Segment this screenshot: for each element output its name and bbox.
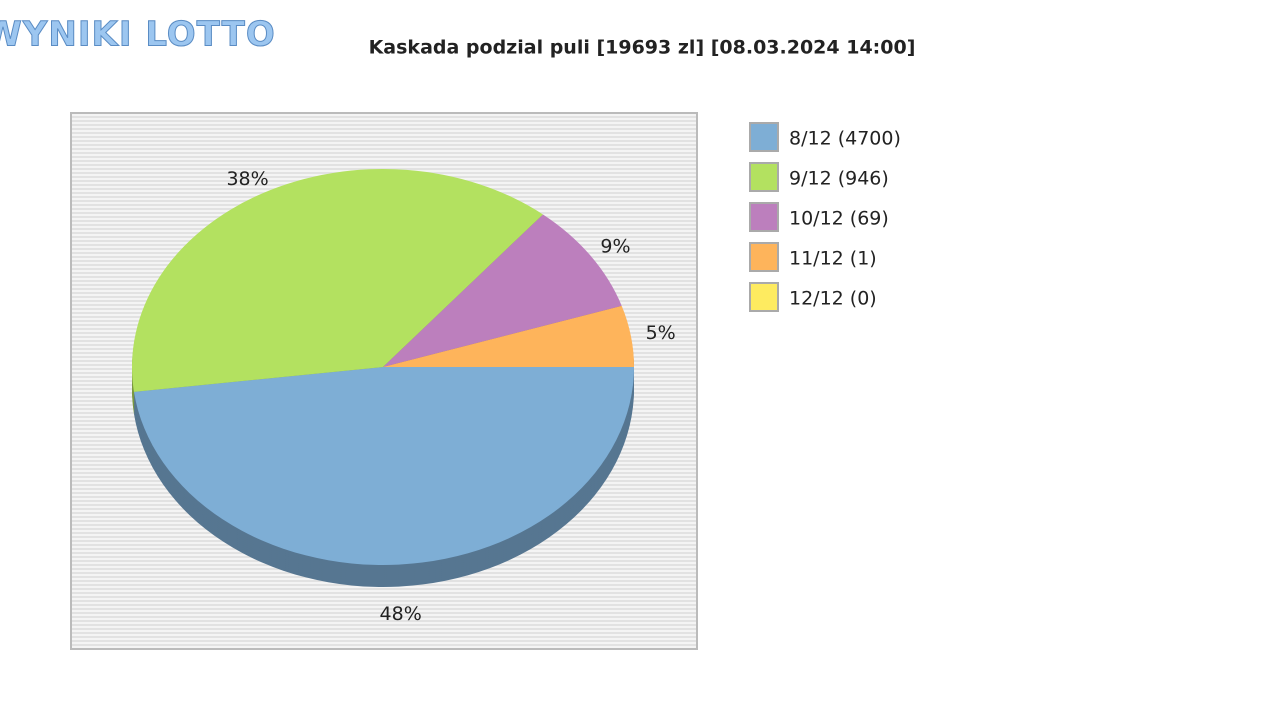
legend-swatch [749, 242, 779, 272]
pie-slice [383, 305, 634, 367]
pie-slice [132, 169, 543, 392]
legend-label: 10/12 (69) [789, 208, 889, 230]
pie-slice [383, 214, 622, 367]
data-label: 9% [600, 235, 630, 257]
data-label: 38% [226, 168, 268, 190]
pie-slice [133, 367, 635, 566]
legend-swatch [749, 282, 779, 312]
legend-swatch [749, 122, 779, 152]
legend: 8/12 (4700) 9/12 (946) 10/12 (69) 11/12 (1)… [749, 122, 901, 312]
logo: WYNIKI LOTTO [0, 15, 276, 55]
legend-label: 9/12 (946) [789, 168, 889, 190]
legend-swatch [749, 162, 779, 192]
pie: 48% 38% 9% 5% [132, 168, 676, 625]
chart-title: Kaskada podzial puli [19693 zl] [08.03.2… [369, 37, 916, 59]
data-label: 48% [380, 603, 422, 625]
legend-label: 8/12 (4700) [789, 128, 901, 150]
data-label: 5% [646, 322, 676, 344]
legend-label: 12/12 (0) [789, 288, 877, 310]
legend-swatch [749, 202, 779, 232]
legend-label: 11/12 (1) [789, 248, 877, 270]
